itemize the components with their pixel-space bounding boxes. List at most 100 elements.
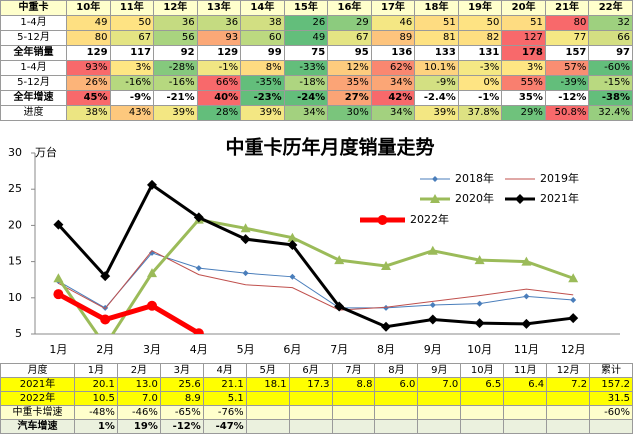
table-cell: 129 [66, 45, 111, 61]
table-cell [288, 391, 333, 406]
table-cell [460, 405, 505, 420]
table-cell [331, 419, 376, 434]
row-label: 5-12月 [0, 30, 67, 46]
table-cell: 39% [153, 105, 198, 121]
legend-label: 2019年 [540, 171, 579, 185]
x-tick-label: 12月 [561, 343, 586, 356]
header-cell: 2月 [116, 363, 161, 378]
table-cell: 129 [196, 45, 242, 61]
table-cell: 26 [283, 15, 329, 31]
table-cell: 99 [240, 45, 285, 61]
top-table: 中重卡 10年 11年 12年 13年 14年 15年 16年 17年 18年 19年 20年 21年 2… [0, 0, 633, 121]
table-cell [460, 419, 505, 434]
header-cell: 3月 [159, 363, 204, 378]
header-row: 月度 1月 2月 3月 4月 5月 6月 7月 8月 9月 10月 11月 12月 累计 [0, 363, 633, 378]
legend-label: 2021年 [540, 191, 579, 205]
table-cell [374, 405, 419, 420]
table-row: 5-12月 26% -16% -16% 66% -35% -18% 35% 34% -9% 0% 55… [0, 75, 633, 91]
table-cell: -60% [588, 60, 633, 76]
table-cell: 29 [327, 15, 372, 31]
marker [568, 273, 579, 283]
y-tick-label: 10 [8, 291, 22, 304]
table-row: 2021年 20.1 13.0 25.6 21.1 18.1 17.3 8.8 6.0 7.0 6.… [0, 377, 633, 392]
table-cell: 3% [501, 60, 546, 76]
table-cell [589, 419, 633, 434]
table-cell: 34% [370, 75, 416, 91]
table-cell: 36 [153, 15, 198, 31]
table-cell: -16% [109, 75, 155, 91]
table-cell [417, 391, 462, 406]
table-row: 汽车增速 1% 19% -12% -47% [0, 419, 633, 434]
marker [430, 194, 440, 203]
header-cell: 22年 [588, 0, 633, 16]
table-cell [503, 391, 548, 406]
table-cell [503, 405, 548, 420]
table-cell: -76% [202, 405, 247, 420]
table-cell: 95 [327, 45, 372, 61]
table-cell: -12% [544, 90, 590, 106]
marker [427, 245, 438, 255]
table-cell: -18% [283, 75, 329, 91]
table-cell: -12% [159, 419, 204, 434]
marker [570, 296, 577, 303]
table-cell: 8% [240, 60, 285, 76]
table-cell: 31.5 [589, 391, 633, 406]
plot-area [53, 179, 579, 334]
table-cell: 97 [588, 45, 633, 61]
table-row: 1-4月 93% 3% -28% -1% 8% -33% 12% 62% 10.1% -3% 3% 57… [0, 60, 633, 76]
y-tick-label: 25 [8, 182, 22, 195]
table-cell: 7.2 [546, 377, 591, 392]
marker [515, 194, 525, 204]
table-cell: 50 [109, 15, 155, 31]
table-cell: 20.1 [74, 377, 118, 392]
header-cell: 9月 [417, 363, 462, 378]
header-cell: 累计 [589, 363, 633, 378]
marker [100, 314, 111, 325]
marker [521, 256, 532, 266]
header-cell: 中重卡 [0, 0, 67, 16]
table-cell: -1% [196, 60, 242, 76]
table-cell: 82 [457, 30, 503, 46]
table-row: 全年增速 45% -9% -21% 40% -23% -24% 27% 42% -2.4% -1% 3… [0, 90, 633, 106]
table-cell: 29% [501, 105, 546, 121]
marker [381, 260, 391, 270]
table-cell: 42% [370, 90, 416, 106]
x-tick-label: 11月 [514, 343, 539, 356]
table-cell: 127 [501, 30, 546, 46]
marker [383, 304, 389, 311]
table-cell: 21.1 [202, 377, 247, 392]
x-tick-label: 10月 [467, 343, 492, 356]
table-cell: 6.5 [460, 377, 505, 392]
table-cell [374, 419, 419, 434]
table-cell: 45% [66, 90, 111, 106]
table-cell: -47% [202, 419, 247, 434]
marker [240, 234, 251, 245]
header-cell: 14年 [240, 0, 285, 16]
table-cell: 27% [327, 90, 372, 106]
header-cell: 4月 [202, 363, 247, 378]
table-cell [374, 391, 419, 406]
table-cell [331, 405, 376, 420]
marker [193, 328, 204, 334]
table-cell [546, 419, 591, 434]
marker [240, 223, 251, 233]
table-cell: 28% [196, 105, 242, 121]
table-cell: 37.8% [457, 105, 503, 121]
table-cell: 38% [66, 105, 111, 121]
x-tick-label: 1月 [49, 343, 67, 356]
table-cell: 7.0 [417, 377, 462, 392]
table-cell: 39% [414, 105, 459, 121]
table-cell [245, 391, 290, 406]
table-cell: -38% [588, 90, 633, 106]
table-cell [288, 405, 333, 420]
table-cell: 77 [544, 30, 590, 46]
table-cell: 6.0 [374, 377, 419, 392]
marker [100, 271, 111, 282]
table-row: 5-12月 80 67 56 93 60 49 67 89 81 82 127 77 66 [0, 30, 633, 46]
table-cell: -1% [457, 90, 503, 106]
row-label: 2022年 [0, 391, 75, 406]
table-cell: -2.4% [414, 90, 459, 106]
table-cell: 38 [240, 15, 285, 31]
x-tick-label: 8月 [377, 343, 395, 356]
table-cell: 25.6 [159, 377, 204, 392]
